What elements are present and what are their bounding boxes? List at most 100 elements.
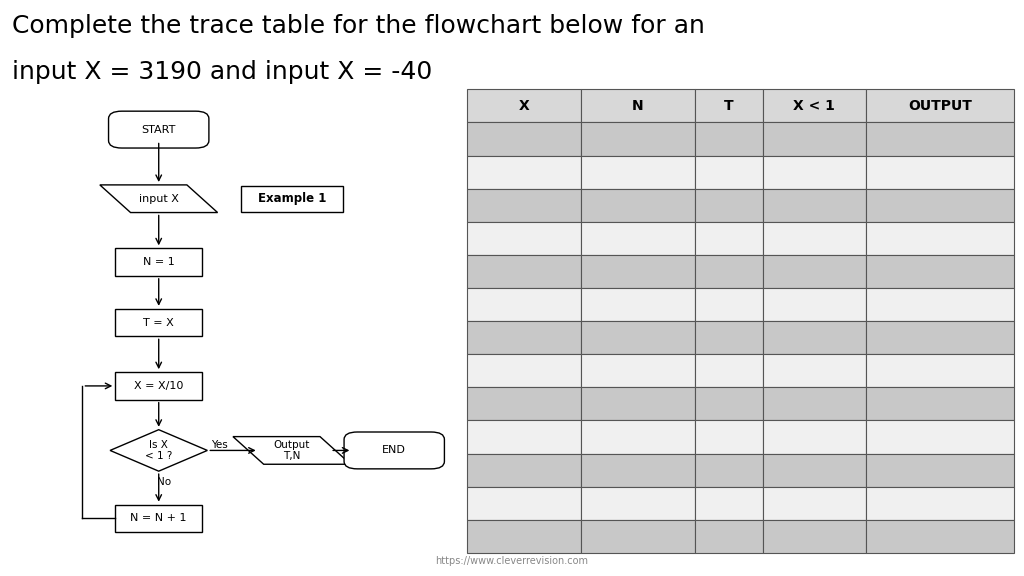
Bar (865, 189, 1014, 222)
Bar (695, 387, 763, 420)
Bar (695, 123, 763, 156)
Text: X: X (518, 99, 529, 113)
Text: X = X/10: X = X/10 (134, 381, 183, 391)
Bar (865, 487, 1014, 520)
Bar (865, 420, 1014, 454)
Bar (581, 222, 695, 255)
Text: END: END (382, 445, 407, 456)
Bar (695, 255, 763, 288)
Bar (467, 288, 581, 321)
Bar (763, 454, 865, 487)
Bar (467, 321, 581, 354)
Bar (467, 189, 581, 222)
Text: Output
T,N: Output T,N (273, 439, 310, 461)
Bar (467, 255, 581, 288)
Bar (115, 309, 203, 336)
Bar (467, 487, 581, 520)
Bar (695, 222, 763, 255)
Bar (115, 248, 203, 276)
Bar (865, 520, 1014, 553)
Bar (763, 189, 865, 222)
Text: X < 1: X < 1 (794, 99, 836, 113)
Bar (865, 222, 1014, 255)
Bar (581, 321, 695, 354)
Bar (467, 123, 581, 156)
Bar (581, 454, 695, 487)
Bar (581, 123, 695, 156)
Bar (695, 89, 763, 123)
Text: T = X: T = X (143, 317, 174, 328)
Bar (581, 520, 695, 553)
Bar (581, 420, 695, 454)
Bar (763, 520, 865, 553)
Bar (581, 156, 695, 189)
Bar (695, 420, 763, 454)
Bar (865, 387, 1014, 420)
Bar (695, 189, 763, 222)
Bar (581, 255, 695, 288)
Bar (763, 123, 865, 156)
Bar (695, 288, 763, 321)
Text: Is X
< 1 ?: Is X < 1 ? (145, 439, 172, 461)
Bar (865, 156, 1014, 189)
Bar (763, 420, 865, 454)
Bar (695, 354, 763, 387)
Text: input X: input X (139, 194, 178, 204)
Bar (467, 520, 581, 553)
Bar (467, 354, 581, 387)
Bar (763, 321, 865, 354)
Bar (865, 123, 1014, 156)
Bar (763, 89, 865, 123)
Bar (865, 321, 1014, 354)
Text: No: No (157, 476, 171, 487)
Text: N = 1: N = 1 (142, 257, 175, 267)
Bar (695, 487, 763, 520)
Bar (695, 321, 763, 354)
Bar (467, 89, 581, 123)
Text: N = N + 1: N = N + 1 (130, 513, 187, 524)
Text: N: N (632, 99, 644, 113)
Bar (865, 354, 1014, 387)
Bar (581, 487, 695, 520)
Bar (467, 387, 581, 420)
Bar (865, 454, 1014, 487)
Bar (241, 185, 343, 211)
Bar (581, 288, 695, 321)
Bar (695, 454, 763, 487)
Bar (763, 156, 865, 189)
Bar (115, 372, 203, 400)
Text: START: START (141, 124, 176, 135)
Bar (763, 487, 865, 520)
Bar (581, 387, 695, 420)
Polygon shape (111, 430, 207, 471)
Text: T: T (724, 99, 734, 113)
FancyBboxPatch shape (344, 432, 444, 469)
Bar (695, 520, 763, 553)
Text: Yes: Yes (211, 439, 228, 450)
Bar (865, 89, 1014, 123)
Bar (581, 354, 695, 387)
Bar (763, 288, 865, 321)
Bar (763, 354, 865, 387)
Text: OUTPUT: OUTPUT (907, 99, 972, 113)
Bar (763, 222, 865, 255)
Bar (467, 454, 581, 487)
FancyBboxPatch shape (109, 111, 209, 148)
Text: input X = 3190 and input X = -40: input X = 3190 and input X = -40 (12, 60, 432, 85)
Bar (865, 288, 1014, 321)
Bar (695, 156, 763, 189)
Bar (763, 387, 865, 420)
Bar (467, 156, 581, 189)
Bar (581, 189, 695, 222)
Bar (467, 420, 581, 454)
Bar (865, 255, 1014, 288)
Polygon shape (232, 437, 350, 464)
Text: https://www.cleverrevision.com: https://www.cleverrevision.com (435, 556, 589, 566)
Bar (763, 255, 865, 288)
Polygon shape (99, 185, 218, 213)
Bar (467, 222, 581, 255)
Text: Example 1: Example 1 (258, 192, 326, 205)
Bar (581, 89, 695, 123)
Text: Complete the trace table for the flowchart below for an: Complete the trace table for the flowcha… (12, 14, 706, 39)
Bar (115, 505, 203, 532)
